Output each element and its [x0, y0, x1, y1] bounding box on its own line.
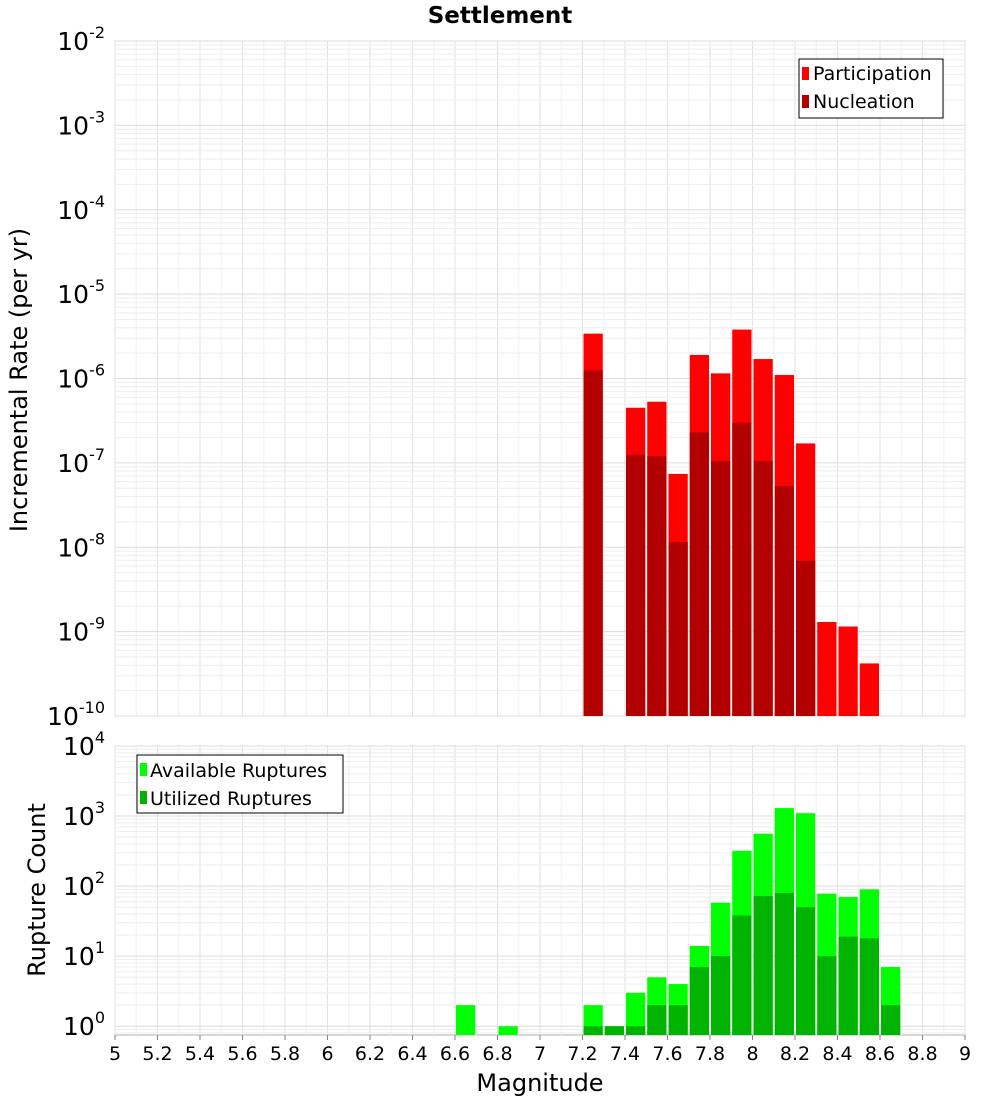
top-bar-participation: [838, 626, 858, 716]
x-tick-label: 7.4: [610, 1043, 640, 1065]
x-tick-label: 5: [109, 1043, 121, 1065]
bottom-legend-box: [136, 754, 344, 814]
top-bar-nucleation: [583, 370, 603, 716]
bottom-y-tick-label: 104: [63, 728, 105, 761]
legend-available-swatch: [140, 763, 147, 776]
bottom-bar-available-ruptures: [498, 1026, 518, 1035]
bottom-bar-available-ruptures: [456, 1005, 476, 1035]
x-tick-label: 5.6: [227, 1043, 257, 1065]
legend-nucleation-label: Nucleation: [813, 91, 915, 113]
bottom-y-ticks: 100 101 102 103 104: [63, 728, 105, 1041]
x-tick-label: 8: [746, 1043, 758, 1065]
bottom-bar-available-ruptures: [626, 992, 646, 1035]
bottom-panel: 100 101 102 103 104 5 5.2 5.4 5.6 5.8 6 6.2 6.4 6.6 6…: [23, 728, 971, 1097]
bottom-y-tick-label: 102: [63, 868, 105, 901]
legend-utilized-swatch: [140, 791, 147, 804]
bottom-y-tick-label: 101: [63, 938, 105, 971]
x-axis-label: Magnitude: [476, 1069, 603, 1097]
x-tick-label: 8.8: [907, 1043, 937, 1065]
x-tick-label: 7: [534, 1043, 546, 1065]
legend-nucleation-swatch: [802, 95, 809, 108]
top-bar-nucleation: [647, 456, 667, 716]
top-bar-nucleation: [774, 486, 794, 716]
x-tick-label: 6.6: [440, 1043, 470, 1065]
bottom-y-axis-label: Rupture Count: [23, 803, 51, 977]
x-tick-label: 5.2: [142, 1043, 172, 1065]
bottom-bar-utilized-ruptures: [753, 896, 773, 1035]
legend-available-label: Available Ruptures: [150, 760, 327, 782]
x-tick-label: 8.2: [780, 1043, 810, 1065]
bottom-bar-utilized-ruptures: [689, 967, 709, 1035]
top-y-tick-label: 10-9: [57, 614, 105, 647]
bottom-bar-utilized-ruptures: [859, 938, 879, 1035]
bottom-bar-utilized-ruptures: [668, 1005, 688, 1035]
chart-title: Settlement: [428, 3, 573, 29]
bottom-bar-utilized-ruptures: [817, 956, 837, 1035]
x-ticks: 5 5.2 5.4 5.6 5.8 6 6.2 6.4 6.6 6.8 7 7.2 7.4 7.6 7.8 8…: [109, 1035, 971, 1065]
bottom-legend: Available Ruptures Utilized Ruptures: [136, 754, 344, 814]
bottom-bar-utilized-ruptures: [881, 1005, 901, 1035]
top-bar-nucleation: [796, 560, 816, 716]
top-y-tick-label: 10-7: [57, 445, 105, 478]
top-bar-participation: [859, 663, 879, 716]
x-tick-label: 6.4: [397, 1043, 427, 1065]
top-legend: Participation Nucleation: [798, 58, 944, 119]
bottom-bar-utilized-ruptures: [647, 1005, 667, 1035]
legend-participation-label: Participation: [813, 63, 932, 85]
bottom-bar-utilized-ruptures: [583, 1026, 603, 1035]
bottom-y-tick-label: 103: [63, 798, 105, 831]
x-tick-label: 8.6: [865, 1043, 895, 1065]
x-tick-label: 7.8: [695, 1043, 725, 1065]
bottom-bar-utilized-ruptures: [774, 892, 794, 1035]
legend-utilized-label: Utilized Ruptures: [150, 788, 312, 810]
x-tick-label: 6: [321, 1043, 333, 1065]
x-tick-label: 8.4: [822, 1043, 852, 1065]
x-tick-label: 5.8: [270, 1043, 300, 1065]
bottom-bar-utilized-ruptures: [732, 915, 752, 1035]
top-bar-nucleation: [711, 461, 731, 716]
top-bar-participation: [817, 622, 837, 716]
top-bar-nucleation: [689, 432, 709, 716]
bottom-bar-utilized-ruptures: [604, 1026, 624, 1035]
bottom-bar-utilized-ruptures: [838, 936, 858, 1035]
x-tick-label: 9: [959, 1043, 971, 1065]
top-y-tick-label: 10-4: [57, 192, 105, 225]
top-bar-nucleation: [732, 422, 752, 716]
top-y-tick-label: 10-3: [57, 107, 105, 140]
x-tick-label: 5.4: [185, 1043, 215, 1065]
top-bars: [583, 329, 879, 716]
top-y-tick-label: 10-8: [57, 529, 105, 562]
top-legend-box: [798, 58, 944, 119]
bottom-y-tick-label: 100: [63, 1008, 105, 1041]
top-y-tick-label: 10-6: [57, 361, 105, 394]
top-bar-nucleation: [626, 454, 646, 716]
top-bar-nucleation: [753, 461, 773, 716]
x-tick-label: 6.8: [482, 1043, 512, 1065]
x-tick-label: 6.2: [355, 1043, 385, 1065]
bottom-bar-utilized-ruptures: [626, 1026, 646, 1035]
top-gridlines: [114, 40, 966, 717]
top-y-tick-label: 10-2: [57, 23, 105, 56]
top-bar-nucleation: [668, 542, 688, 716]
bottom-bar-utilized-ruptures: [796, 907, 816, 1035]
top-y-tick-label: 10-10: [47, 698, 105, 731]
top-panel: 10-10 10-9 10-8 10-7 10-6 10-5 10-4 10-3 10-2 In…: [5, 23, 966, 731]
top-y-axis-label: Incremental Rate (per yr): [5, 228, 33, 532]
x-tick-label: 7.6: [652, 1043, 682, 1065]
top-y-ticks: 10-10 10-9 10-8 10-7 10-6 10-5 10-4 10-3 10-2: [47, 23, 105, 731]
x-tick-label: 7.2: [567, 1043, 597, 1065]
bottom-bar-utilized-ruptures: [711, 956, 731, 1035]
bottom-bars: [456, 808, 901, 1035]
legend-participation-swatch: [802, 67, 809, 80]
top-y-tick-label: 10-5: [57, 276, 105, 309]
